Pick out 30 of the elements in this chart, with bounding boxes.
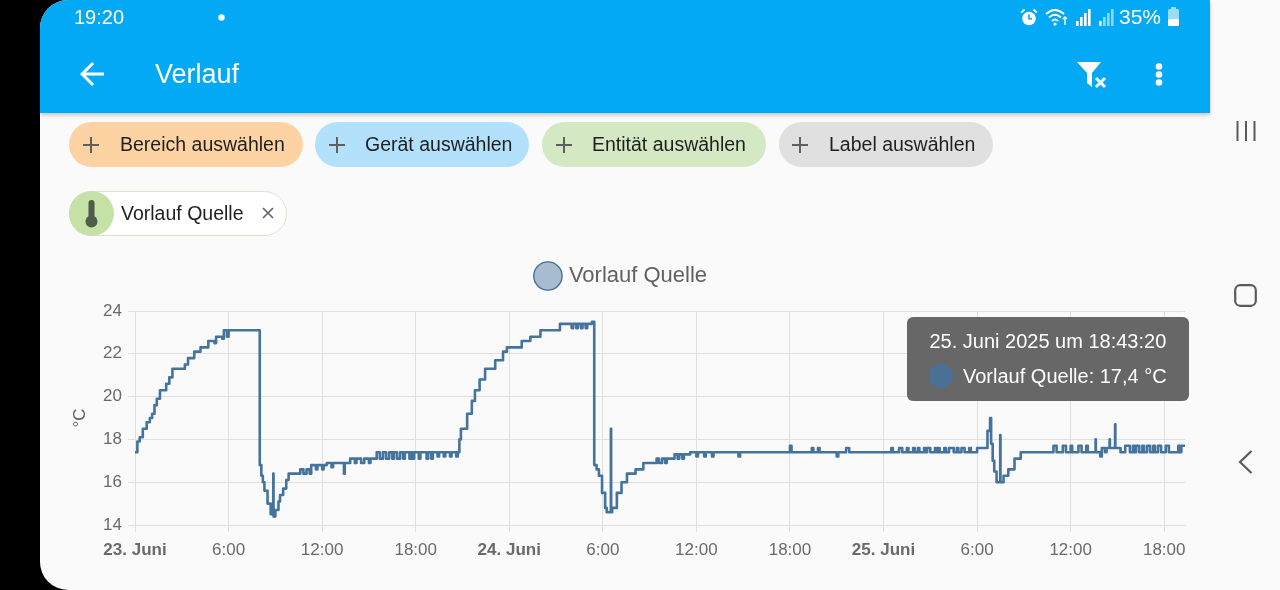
x-tick-label: 12:00 xyxy=(675,539,718,559)
x-tick-label: 24. Juni xyxy=(477,539,541,559)
y-tick-label: 16 xyxy=(103,471,122,491)
x-tick-label: 18:00 xyxy=(768,539,812,559)
x-tick-label: 18:00 xyxy=(394,539,437,559)
legend-label: Vorlauf Quelle xyxy=(568,262,708,288)
annotation: Vorlauf Quelle: 17,4 °C xyxy=(963,364,1167,389)
text: Entität auswählen xyxy=(592,133,746,156)
x-tick-label: 6:00 xyxy=(212,539,246,559)
y-tick-label: 14 xyxy=(103,514,122,534)
x-tick-label: 12:00 xyxy=(300,539,344,559)
x-tick-label: 18:00 xyxy=(1142,539,1186,559)
y-tick-label: 18 xyxy=(103,429,122,449)
chart-title: Verlauf xyxy=(155,58,240,90)
text: Vorlauf Quelle xyxy=(121,202,244,225)
x-tick-label: 25. Juni xyxy=(851,539,916,559)
text: 19:20 xyxy=(74,6,125,28)
x-tick-label: 6:00 xyxy=(960,539,994,559)
annotation: 25. Juni 2025 um 18:43:20 xyxy=(929,329,1167,354)
text: Gerät auswählen xyxy=(365,133,513,156)
x-tick-label: 23. Juni xyxy=(103,539,167,559)
text: 35% xyxy=(1119,5,1162,28)
y-tick-label: 20 xyxy=(103,386,122,406)
x-tick-label: 6:00 xyxy=(586,539,620,559)
y-tick-label: 24 xyxy=(103,300,122,320)
text: Label auswählen xyxy=(829,133,976,156)
y-axis-title: °C xyxy=(69,408,89,428)
y-tick-label: 22 xyxy=(103,343,122,363)
x-tick-label: 12:00 xyxy=(1049,539,1092,559)
text: Bereich auswählen xyxy=(120,133,285,156)
